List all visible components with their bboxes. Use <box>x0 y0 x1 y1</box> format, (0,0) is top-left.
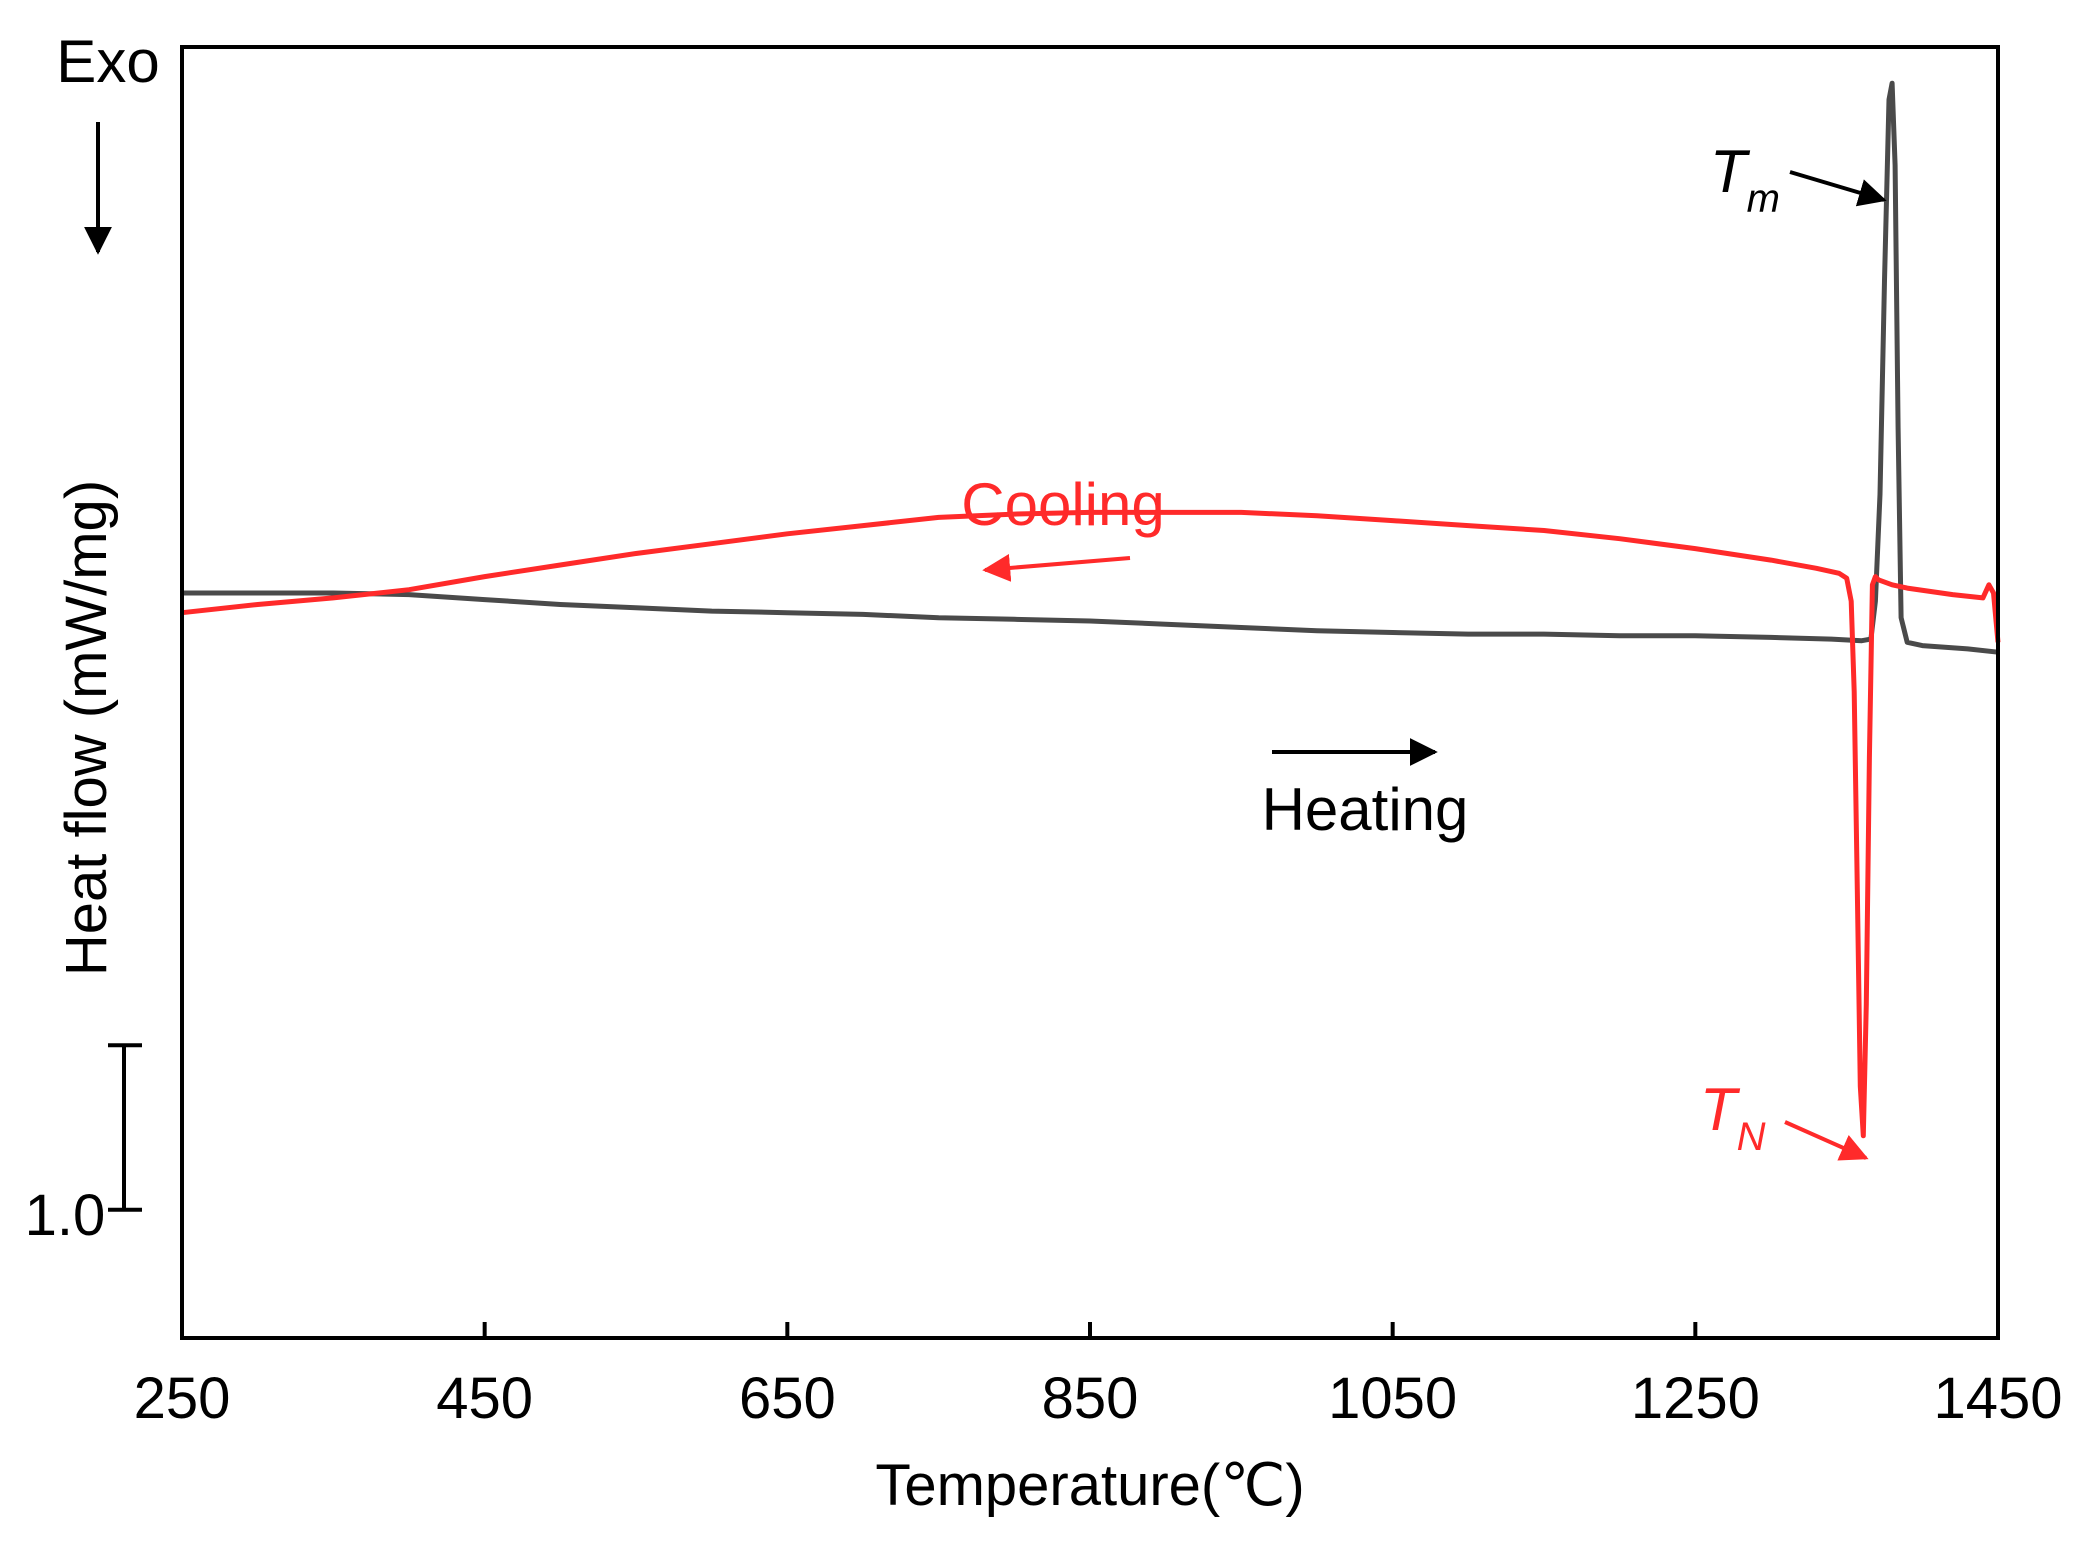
tn-arrow <box>1784 1120 1869 1161</box>
x-tick-label: 450 <box>436 1366 533 1431</box>
x-axis-title: Temperature(℃) <box>875 1453 1304 1518</box>
exo-label: Exo <box>56 28 159 95</box>
series-line-heating <box>182 80 1999 655</box>
cooling-arrow <box>982 553 1131 582</box>
scale-bar-label: 1.0 <box>25 1183 106 1248</box>
cooling-label: Cooling <box>961 471 1164 538</box>
tm-label: Tm <box>1710 138 1780 221</box>
x-tick-label: 650 <box>739 1366 836 1431</box>
series-line-cooling <box>181 509 2001 1139</box>
tm-subscript: m <box>1747 177 1780 221</box>
x-tick-label: 1050 <box>1328 1366 1457 1431</box>
tm-annotation: Tm <box>1710 138 1887 221</box>
tn-symbol: T <box>1700 1076 1741 1143</box>
tm-arrow <box>1789 170 1887 207</box>
x-axis-ticks: 250 450 650 850 1050 1250 1450 <box>134 1322 2063 1431</box>
scale-bar: 1.0 <box>25 1043 142 1248</box>
tn-subscript: N <box>1737 1115 1766 1159</box>
x-tick-label: 250 <box>134 1366 231 1431</box>
heating-annotation: Heating <box>1262 738 1469 843</box>
heating-label: Heating <box>1262 776 1469 843</box>
plot-frame <box>180 45 2000 1340</box>
cooling-annotation: Cooling <box>961 471 1165 582</box>
tm-symbol: T <box>1710 138 1751 205</box>
x-tick-label: 850 <box>1042 1366 1139 1431</box>
series-layer <box>181 80 2001 1139</box>
y-axis-title: Heat flow (mW/mg) <box>54 480 119 976</box>
tn-annotation: TN <box>1700 1076 1869 1161</box>
x-tick-label: 1250 <box>1631 1366 1760 1431</box>
x-tick-label: 1450 <box>1933 1366 2062 1431</box>
tn-label: TN <box>1700 1076 1766 1159</box>
